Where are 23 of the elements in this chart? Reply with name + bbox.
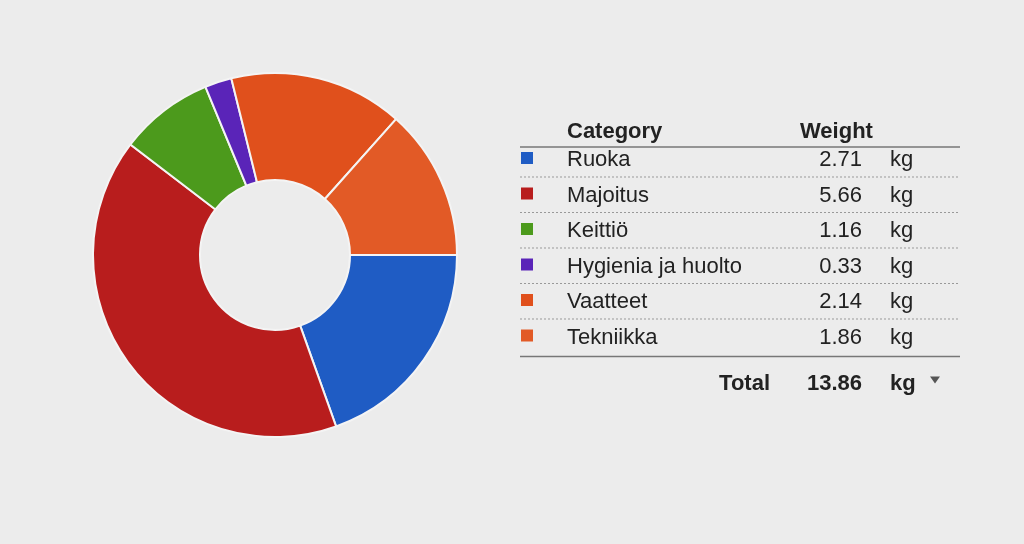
legend-title: Category (567, 118, 664, 143)
legend-label: Hygienia ja huolto (567, 252, 742, 278)
legend-label: Majoitus (567, 181, 649, 207)
text: kg (890, 217, 914, 242)
text: kg (890, 146, 914, 171)
data-label: 1.16 (819, 217, 862, 242)
legend-label: Keittiö (567, 217, 629, 242)
text: Weight (800, 118, 874, 143)
data-label: 2.14 (819, 288, 862, 313)
legend-label: Tekniikka (567, 323, 659, 349)
data-label: 2.71 (819, 146, 862, 171)
text: kg (890, 181, 914, 207)
text: 13.86 (806, 369, 862, 395)
legend-label: Ruoka (567, 146, 632, 171)
text: Total (719, 369, 770, 395)
data-label: 0.33 (819, 252, 862, 278)
text: kg (890, 369, 916, 395)
text: kg (890, 252, 914, 278)
text: kg (890, 288, 914, 313)
data-label: 5.66 (819, 181, 862, 207)
text: kg (890, 323, 914, 349)
legend-label: Vaatteet (567, 288, 648, 313)
data-label: 1.86 (819, 323, 862, 349)
